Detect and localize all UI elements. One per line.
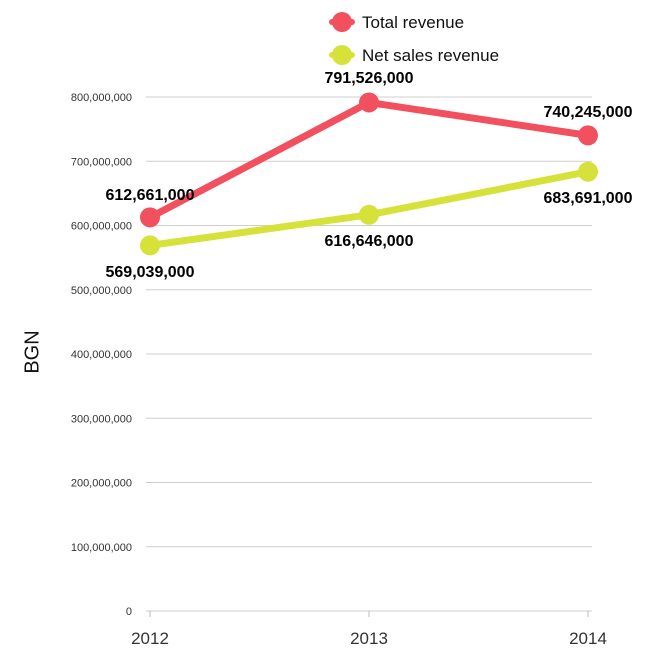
legend: Total revenue Net sales revenue	[329, 12, 499, 65]
y-tick-label: 400,000,000	[71, 349, 132, 361]
data-point	[140, 235, 160, 256]
data-label: 616,646,000	[325, 233, 414, 250]
y-tick-label: 0	[126, 606, 132, 618]
legend-label: Net sales revenue	[362, 46, 499, 65]
data-point	[578, 161, 598, 182]
y-axis-label: BGN	[21, 330, 43, 373]
x-tick-label: 2014	[569, 629, 607, 648]
x-tick-label: 2012	[131, 629, 169, 648]
data-labels: 612,661,000 791,526,000 740,245,000 569,039…	[106, 70, 633, 281]
legend-swatch-marker	[332, 45, 352, 65]
axes: 0 100,000,000 200,000,000 300,000,000 400,00…	[71, 92, 607, 648]
data-label: 569,039,000	[106, 264, 195, 281]
y-tick-label: 700,000,000	[71, 156, 132, 168]
y-tick-label: 300,000,000	[71, 413, 132, 425]
y-tick-label: 500,000,000	[71, 285, 132, 297]
data-label: 740,245,000	[544, 104, 633, 121]
y-tick-label: 200,000,000	[71, 478, 132, 490]
legend-swatch-marker	[332, 12, 352, 32]
legend-label: Total revenue	[362, 13, 464, 32]
x-tick-label: 2013	[350, 629, 388, 648]
y-tick-label: 600,000,000	[71, 221, 132, 233]
data-point	[578, 125, 598, 146]
data-label: 791,526,000	[325, 70, 414, 87]
y-tick-label: 100,000,000	[71, 542, 132, 554]
grid-lines	[146, 96, 592, 612]
y-tick-label: 800,000,000	[71, 92, 132, 104]
data-point	[140, 207, 160, 228]
series-line-total-revenue	[146, 98, 592, 221]
data-point	[359, 92, 379, 113]
data-label: 683,691,000	[544, 190, 633, 207]
data-label: 612,661,000	[106, 187, 195, 204]
data-point	[359, 204, 379, 225]
series	[140, 92, 598, 256]
